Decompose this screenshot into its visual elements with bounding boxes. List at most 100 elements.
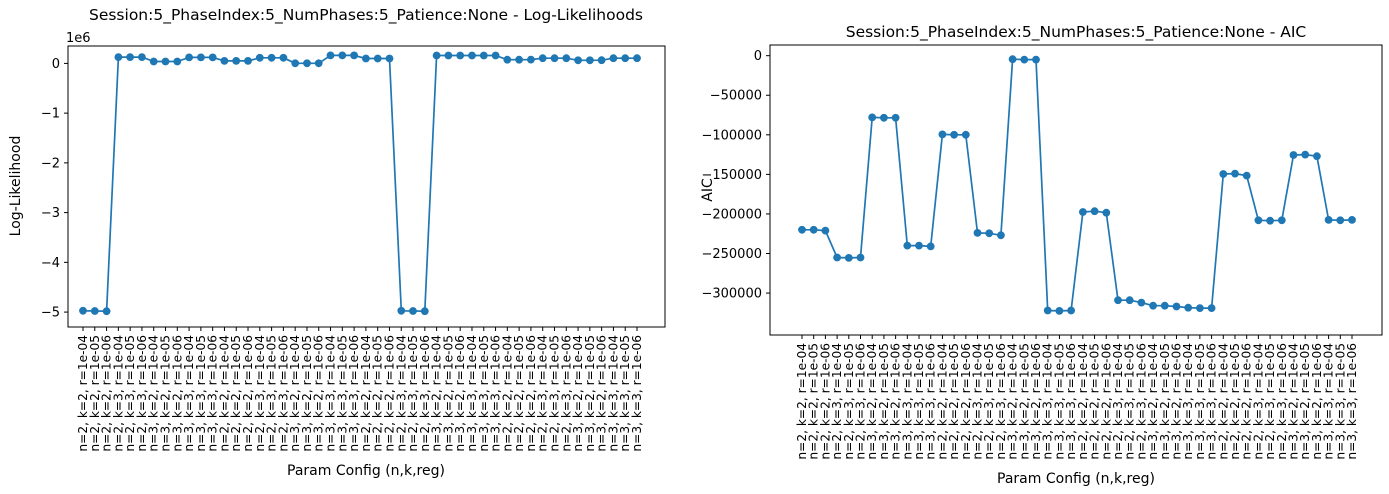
x-tick-label: n=3, k=2, r=1e-06: [1029, 343, 1043, 460]
y-tick-label: −200000: [701, 207, 762, 222]
x-tick-label: n=2, k=2, r=1e-05: [947, 343, 961, 460]
y-axis-offset-label: 1e6: [66, 31, 91, 46]
x-tick-label: n=3, k=2, r=1e-06: [1169, 343, 1183, 460]
x-tick-label: n=3, k=2, r=1e-04: [147, 335, 161, 452]
x-tick-label: n=2, k=2, r=1e-04: [795, 343, 809, 460]
data-point: [1289, 151, 1298, 159]
x-tick-label: n=2, k=2, r=1e-06: [1240, 343, 1254, 460]
data-point: [1348, 216, 1356, 224]
data-point: [185, 53, 194, 62]
x-tick-label: n=3, k=2, r=1e-06: [170, 335, 184, 452]
x-tick-label: n=2, k=3, r=1e-06: [559, 335, 573, 452]
data-point: [1172, 302, 1181, 311]
x-tick-label: n=3, k=2, r=1e-06: [595, 335, 609, 452]
x-tick-label: n=2, k=3, r=1e-04: [536, 335, 550, 452]
data-point: [809, 225, 818, 234]
x-tick-label: n=2, k=3, r=1e-05: [265, 335, 279, 452]
x-tick-label: n=2, k=3, r=1e-06: [276, 335, 290, 452]
x-tick-label: n=3, k=3, r=1e-06: [1205, 343, 1219, 460]
x-tick-label: n=3, k=3, r=1e-04: [182, 335, 196, 452]
data-point: [338, 51, 347, 60]
data-point: [798, 225, 806, 234]
data-point: [903, 241, 912, 250]
data-point: [197, 53, 205, 62]
x-tick-label: n=3, k=3, r=1e-06: [489, 335, 503, 452]
x-tick-label: n=2, k=2, r=1e-05: [88, 335, 102, 452]
data-point: [114, 53, 123, 61]
data-point: [1207, 304, 1216, 312]
data-point: [973, 229, 982, 237]
data-point: [1277, 216, 1286, 225]
data-point: [244, 57, 252, 65]
x-tick-label: n=2, k=2, r=1e-05: [512, 335, 526, 452]
x-tick-label: n=3, k=3, r=1e-05: [194, 335, 208, 452]
plot-area: 0 −50000 −100000 −150000 −200000 −250000 −3000…: [701, 44, 1383, 460]
axes-frame: [67, 45, 666, 328]
x-tick-label: n=3, k=3, r=1e-06: [206, 335, 220, 452]
data-point: [633, 54, 641, 63]
x-tick-label: n=2, k=3, r=1e-04: [111, 335, 125, 452]
y-tick-label: −150000: [701, 168, 762, 183]
y-tick-label: 0: [52, 57, 60, 72]
x-tick-label: n=3, k=2, r=1e-04: [1286, 343, 1300, 460]
x-tick-label: n=2, k=2, r=1e-06: [100, 335, 114, 452]
data-point: [444, 51, 453, 60]
x-tick-label: n=3, k=3, r=1e-06: [1064, 343, 1078, 460]
y-tick-label: −4: [41, 256, 60, 271]
x-tick-label: n=2, k=3, r=1e-06: [1275, 343, 1289, 460]
data-point: [1184, 303, 1193, 312]
data-point: [79, 306, 87, 315]
data-point: [232, 57, 241, 65]
data-point: [833, 253, 841, 262]
x-tick-label: n=3, k=2, r=1e-05: [159, 335, 173, 452]
data-point: [856, 253, 865, 262]
data-point: [255, 53, 264, 62]
x-tick-label: n=2, k=3, r=1e-05: [1123, 343, 1137, 460]
x-tick-label: n=2, k=2, r=1e-04: [1076, 343, 1090, 460]
x-tick-label: n=3, k=3, r=1e-04: [1041, 343, 1055, 460]
x-tick-label: n=3, k=3, r=1e-04: [465, 335, 479, 452]
x-tick-label: n=2, k=3, r=1e-05: [842, 343, 856, 460]
x-tick-label: n=3, k=2, r=1e-04: [430, 335, 444, 452]
data-point: [1008, 55, 1017, 64]
x-tick-label: n=2, k=2, r=1e-04: [217, 335, 231, 452]
y-tick-label: −100000: [701, 128, 762, 143]
x-tick-label: n=2, k=2, r=1e-04: [935, 343, 949, 460]
y-tick-label: −3: [41, 206, 60, 221]
data-point: [868, 113, 877, 122]
x-tick-label: n=2, k=2, r=1e-06: [959, 343, 973, 460]
x-tick-label: n=2, k=2, r=1e-05: [1088, 343, 1102, 460]
x-tick-label: n=3, k=3, r=1e-05: [1052, 343, 1066, 460]
x-tick-label: n=2, k=2, r=1e-04: [1216, 343, 1230, 460]
y-tick-label: −2: [41, 156, 60, 171]
x-tick-label: n=2, k=3, r=1e-04: [830, 343, 844, 460]
x-tick-label: n=3, k=3, r=1e-05: [618, 335, 632, 452]
x-tick-label: n=3, k=2, r=1e-04: [1006, 343, 1020, 460]
data-point: [479, 51, 488, 60]
x-tick-label: n=2, k=3, r=1e-05: [123, 335, 137, 452]
data-point: [550, 54, 559, 63]
y-axis-label: AIC: [700, 178, 716, 202]
data-point: [1254, 216, 1263, 225]
data-point: [915, 241, 923, 250]
x-tick-label: n=2, k=3, r=1e-04: [1251, 343, 1265, 460]
x-tick-label: n=3, k=3, r=1e-06: [630, 335, 644, 452]
data-point: [102, 307, 111, 316]
x-tick-label: n=3, k=3, r=1e-06: [924, 343, 938, 460]
x-tick-label: n=3, k=3, r=1e-06: [1345, 343, 1359, 460]
data-point: [1020, 55, 1029, 64]
y-tick-label: −250000: [701, 247, 762, 262]
x-tick-label: n=2, k=3, r=1e-04: [394, 335, 408, 452]
chart-log-likelihoods: Session:5_PhaseIndex:5_NumPhases:5_Patie…: [8, 6, 666, 479]
x-tick-label: n=3, k=2, r=1e-05: [583, 335, 597, 452]
data-point: [126, 53, 134, 61]
data-point: [1043, 306, 1052, 315]
x-tick-label: n=2, k=2, r=1e-06: [818, 343, 832, 460]
data-point: [1219, 170, 1228, 178]
data-point: [926, 242, 935, 251]
data-point: [350, 51, 358, 60]
data-point: [326, 51, 335, 60]
x-tick-label: n=2, k=3, r=1e-05: [982, 343, 996, 460]
x-tick-label: n=2, k=2, r=1e-04: [359, 335, 373, 452]
